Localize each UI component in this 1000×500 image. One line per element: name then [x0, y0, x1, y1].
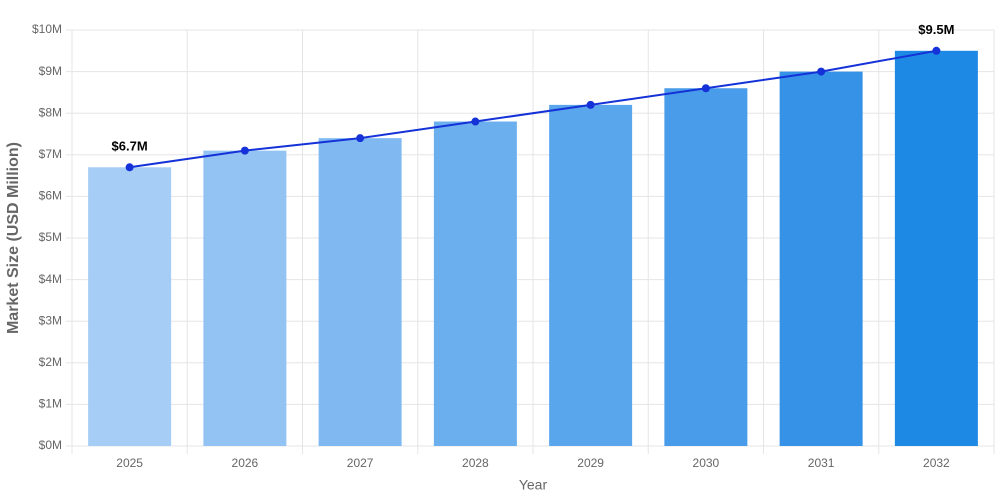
x-tick-label: 2031	[808, 456, 835, 470]
x-tick-label: 2028	[462, 456, 489, 470]
y-tick-label: $1M	[39, 397, 62, 411]
line-point	[356, 134, 365, 143]
line-point	[471, 117, 480, 126]
x-tick-label: 2030	[693, 456, 720, 470]
y-tick-label: $3M	[39, 313, 62, 327]
y-tick-label: $7M	[39, 147, 62, 161]
line-point	[932, 46, 941, 55]
line-point	[125, 163, 134, 172]
bar	[318, 138, 402, 446]
bar	[88, 167, 172, 446]
y-tick-label: $5M	[39, 230, 62, 244]
data-label: $6.7M	[112, 139, 148, 154]
line-point	[701, 84, 710, 93]
x-tick-label: 2029	[577, 456, 604, 470]
y-axis-title: Market Size (USD Million)	[5, 142, 22, 334]
bar	[894, 50, 978, 447]
y-tick-label: $9M	[39, 64, 62, 78]
y-tick-label: $4M	[39, 272, 62, 286]
line-point	[817, 67, 826, 76]
line-point	[586, 100, 595, 109]
x-axis-title: Year	[519, 477, 548, 493]
y-tick-label: $10M	[32, 22, 62, 36]
y-tick-label: $6M	[39, 189, 62, 203]
bar	[203, 150, 287, 446]
bar	[433, 121, 517, 447]
x-tick-label: 2032	[923, 456, 950, 470]
data-label: $9.5M	[918, 22, 954, 37]
trend-line	[129, 49, 937, 169]
bar	[664, 88, 748, 447]
y-tick-label: $2M	[39, 355, 62, 369]
bar	[779, 71, 863, 446]
line-point	[240, 146, 249, 155]
x-tick-label: 2025	[116, 456, 143, 470]
x-tick-label: 2026	[232, 456, 259, 470]
bar	[549, 104, 633, 446]
x-tick-label: 2027	[347, 456, 374, 470]
y-tick-label: $8M	[39, 105, 62, 119]
y-tick-label: $0M	[39, 438, 62, 452]
